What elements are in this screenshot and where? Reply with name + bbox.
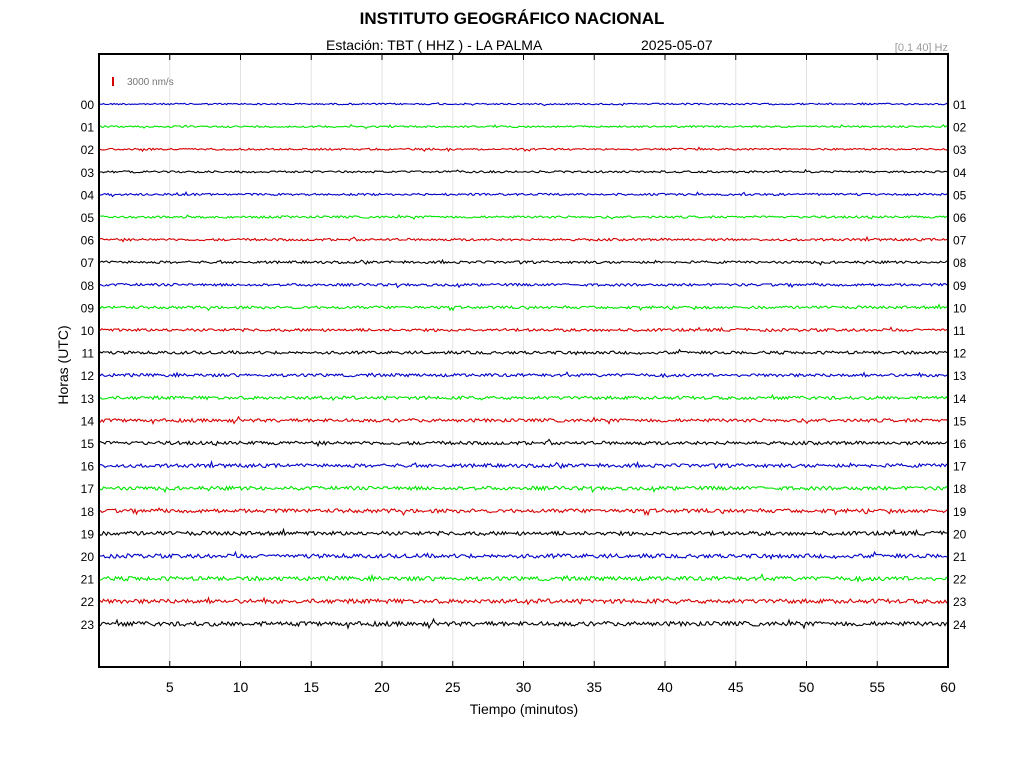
hour-label-right: 13 [953, 369, 967, 383]
x-tick-label: 15 [303, 679, 319, 695]
hour-label-left: 07 [81, 256, 95, 270]
trace-hour-15 [98, 438, 948, 448]
trace-hour-05 [98, 214, 949, 221]
scale-bar: 3000 nm/s [112, 77, 174, 88]
trace-hour-17 [98, 485, 949, 494]
hour-label-left: 18 [81, 505, 95, 519]
hour-label-right: 11 [953, 324, 966, 338]
hour-label-left: 12 [81, 369, 95, 383]
x-tick-label: 5 [166, 679, 174, 695]
chart-title: INSTITUTO GEOGRÁFICO NACIONAL [359, 9, 665, 28]
hour-label-right: 05 [953, 188, 967, 202]
trace-hour-08 [98, 282, 949, 289]
filter-band: [0.1 40] Hz [894, 42, 948, 54]
hour-label-right: 21 [953, 550, 967, 564]
hour-label-left: 08 [81, 279, 95, 293]
trace-hour-12 [98, 371, 949, 379]
seismic-traces [98, 102, 949, 630]
grid-lines [169, 54, 878, 667]
hour-labels: 00 01 01 02 02 03 03 04 04 05 05 06 06 07 07 08 08 09 09 10… [81, 98, 967, 632]
x-tick-label: 45 [728, 679, 744, 695]
hour-label-left: 14 [81, 414, 95, 428]
trace-hour-10 [98, 326, 949, 333]
trace-hour-02 [98, 146, 949, 153]
hour-label-left: 04 [81, 188, 95, 202]
trace-hour-09 [98, 303, 949, 312]
trace-hour-20 [98, 550, 949, 561]
hour-label-right: 22 [953, 573, 967, 587]
trace-hour-14 [98, 415, 949, 425]
scale-bar-label: 3000 nm/s [127, 77, 174, 88]
hour-label-left: 13 [81, 392, 95, 406]
hour-label-right: 18 [953, 482, 967, 496]
x-tick-label: 25 [445, 679, 461, 695]
hour-label-left: 05 [81, 211, 95, 225]
x-tick-label: 55 [869, 679, 885, 695]
hour-label-left: 10 [81, 324, 95, 338]
x-tick-label: 40 [657, 679, 673, 695]
record-date: 2025-05-07 [641, 37, 713, 53]
hour-label-left: 22 [81, 595, 95, 609]
hour-label-right: 24 [953, 618, 967, 632]
hour-label-left: 21 [81, 573, 95, 587]
hour-label-right: 06 [953, 211, 967, 225]
hour-label-left: 00 [81, 98, 95, 112]
trace-hour-04 [98, 190, 949, 198]
hour-label-right: 17 [953, 460, 967, 474]
hour-label-left: 23 [81, 618, 95, 632]
hour-label-right: 01 [953, 98, 967, 112]
x-tick-label: 35 [586, 679, 602, 695]
hour-label-left: 20 [81, 550, 95, 564]
hour-label-right: 19 [953, 505, 967, 519]
hour-label-left: 19 [81, 527, 95, 541]
hour-label-left: 02 [81, 143, 95, 157]
hour-label-right: 02 [953, 121, 967, 135]
hour-label-right: 16 [953, 437, 967, 451]
hour-label-left: 06 [81, 234, 95, 248]
x-tick-label: 50 [799, 679, 815, 695]
hour-label-right: 07 [953, 234, 967, 248]
hour-label-left: 17 [81, 482, 95, 496]
trace-hour-16 [98, 459, 949, 470]
trace-hour-11 [98, 348, 949, 356]
trace-hour-23 [98, 617, 949, 630]
x-axis-label: Tiempo (minutos) [470, 701, 578, 717]
trace-hour-22 [98, 596, 949, 606]
x-tick-label: 30 [516, 679, 532, 695]
hour-label-right: 15 [953, 414, 967, 428]
hour-label-right: 20 [953, 527, 967, 541]
hour-label-right: 09 [953, 279, 967, 293]
hour-label-right: 04 [953, 166, 967, 180]
trace-hour-18 [98, 507, 949, 517]
trace-hour-01 [98, 123, 949, 130]
hour-label-right: 12 [953, 347, 967, 361]
trace-hour-21 [98, 573, 949, 583]
hour-label-left: 16 [81, 460, 95, 474]
x-axis-ticks: 5 10 15 20 25 30 35 40 45 50 55 60 [166, 54, 956, 695]
hour-label-right: 14 [953, 392, 967, 406]
x-tick-label: 10 [233, 679, 249, 695]
hour-label-right: 10 [953, 301, 967, 315]
x-tick-label: 20 [374, 679, 390, 695]
trace-hour-03 [98, 168, 949, 174]
station-label: Estación: TBT ( HHZ ) - LA PALMA [326, 37, 543, 53]
hour-label-right: 03 [953, 143, 967, 157]
hour-label-right: 08 [953, 256, 967, 270]
trace-hour-07 [98, 258, 949, 266]
trace-hour-13 [98, 393, 949, 402]
x-tick-label: 60 [940, 679, 956, 695]
hour-label-left: 09 [81, 301, 95, 315]
hour-label-left: 15 [81, 437, 95, 451]
hour-label-left: 01 [81, 121, 95, 135]
y-axis-label: Horas (UTC) [55, 325, 71, 404]
hour-label-left: 03 [81, 166, 95, 180]
trace-hour-00 [98, 102, 949, 107]
hour-label-left: 11 [82, 347, 95, 361]
hour-label-right: 23 [953, 595, 967, 609]
trace-hour-19 [98, 527, 949, 537]
trace-hour-06 [98, 235, 949, 243]
